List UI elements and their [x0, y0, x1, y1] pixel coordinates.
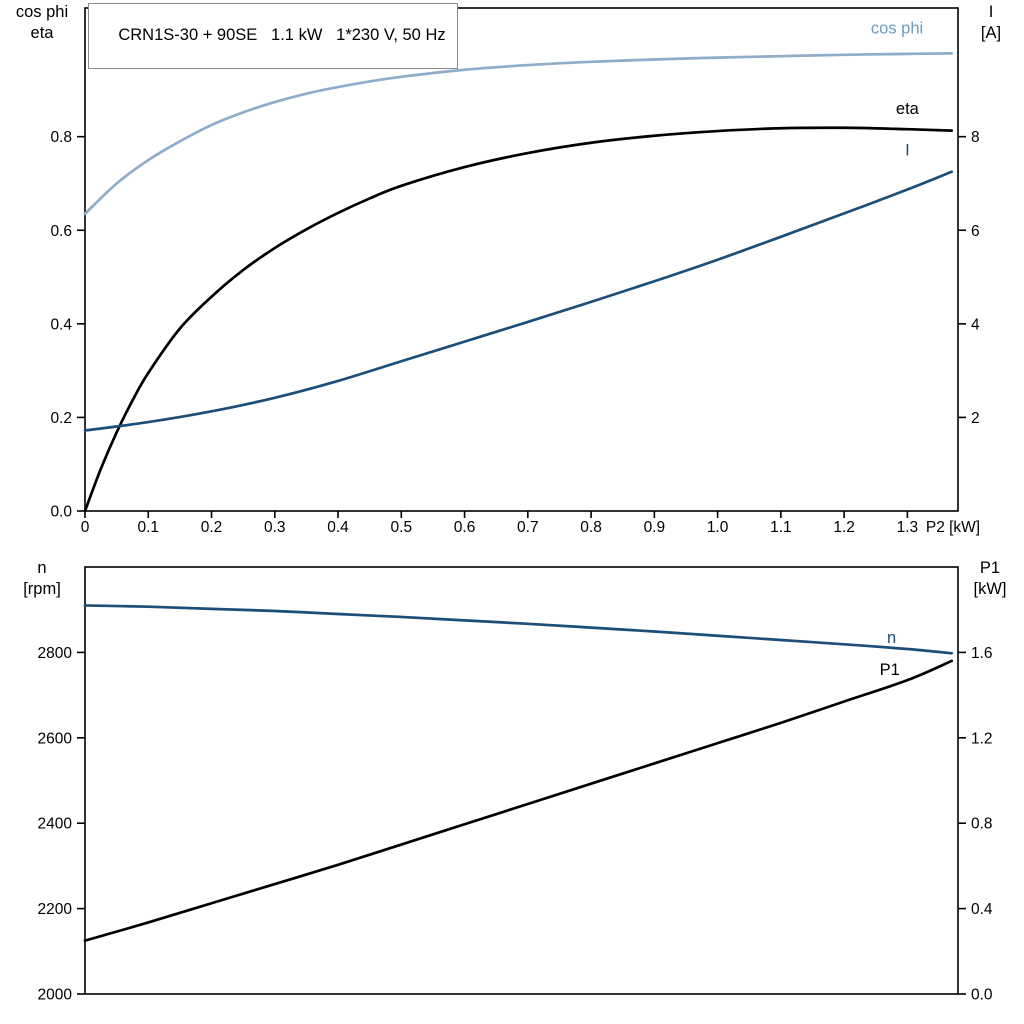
axis-label-eta: eta	[30, 24, 54, 42]
plot-border	[84, 7, 959, 512]
x-tick-label: 0.9	[644, 519, 666, 536]
series-label-eta: eta	[896, 100, 920, 118]
axis-label-p1: P1	[979, 559, 1001, 577]
y-left-tick-label: 0.8	[50, 129, 72, 146]
x-tick-label: 0.5	[391, 519, 413, 536]
series-label-p1: P1	[880, 661, 900, 679]
x-tick-label: 0.7	[517, 519, 539, 536]
x-tick-label: 0.8	[580, 519, 602, 536]
y-left-tick-label: 2800	[38, 645, 73, 662]
y-right-tick-label: 0.4	[971, 901, 993, 918]
series-label-i: I	[905, 141, 910, 159]
series-line-i	[83, 170, 954, 432]
x-tick-label: 1.0	[707, 519, 729, 536]
y-left-tick-label: 2400	[38, 816, 73, 833]
axis-label-current-unit: [A]	[980, 24, 1002, 42]
axis-label-speed: n	[37, 559, 47, 577]
series-line-eta	[83, 126, 954, 513]
y-right-tick-label: 0.8	[971, 816, 993, 833]
y-right-tick-label: 1.6	[971, 645, 993, 662]
series-label-n: n	[887, 629, 896, 647]
y-left-tick-label: 0.0	[50, 504, 72, 521]
y-left-tick-label: 0.6	[50, 223, 72, 240]
series-label-cos-phi: cos phi	[871, 20, 923, 38]
axis-label-current: I	[988, 3, 994, 21]
y-left-tick-label: 0.4	[50, 316, 72, 333]
series-line-n	[83, 604, 954, 655]
y-right-tick-label: 0.0	[971, 987, 993, 1004]
x-tick-label: 1.1	[770, 519, 792, 536]
x-tick-label: 0.6	[454, 519, 476, 536]
y-right-tick-label: 4	[971, 316, 980, 333]
series-line-p1	[83, 659, 954, 942]
x-tick-label: 1.3	[897, 519, 919, 536]
y-right-tick-label: 1.2	[971, 730, 993, 747]
top-chart-left-axis-label: cos phi eta	[2, 2, 82, 44]
x-tick-label: 1.2	[833, 519, 855, 536]
bottom-chart-right-axis-label: P1 [kW]	[958, 558, 1022, 600]
top-chart-right-axis-label: I [A]	[962, 2, 1020, 44]
plot-border	[84, 566, 959, 995]
y-left-tick-label: 2000	[38, 987, 73, 1004]
x-tick-label: 0.2	[201, 519, 223, 536]
axis-label-speed-unit: [rpm]	[23, 580, 61, 598]
x-tick-label: 0.3	[264, 519, 286, 536]
bottom-chart-left-axis-label: n [rpm]	[2, 558, 82, 600]
y-left-tick-label: 2200	[38, 901, 73, 918]
x-tick-label: 0.1	[137, 519, 159, 536]
chart-title: CRN1S-30 + 90SE 1.1 kW 1*230 V, 50 Hz	[118, 26, 446, 44]
axis-label-cos-phi: cos phi	[15, 3, 69, 21]
y-left-tick-label: 2600	[38, 730, 73, 747]
chart-title-box: CRN1S-30 + 90SE 1.1 kW 1*230 V, 50 Hz	[88, 3, 458, 69]
series-line-cos-phi	[83, 52, 954, 216]
axis-label-p1-unit: [kW]	[973, 580, 1007, 598]
x-axis-label: P2 [kW]	[926, 519, 980, 536]
x-tick-label: 0	[81, 519, 90, 536]
y-right-tick-label: 8	[971, 129, 980, 146]
x-tick-label: 0.4	[327, 519, 349, 536]
y-right-tick-label: 2	[971, 410, 980, 427]
y-right-tick-label: 6	[971, 223, 980, 240]
y-left-tick-label: 0.2	[50, 410, 72, 427]
